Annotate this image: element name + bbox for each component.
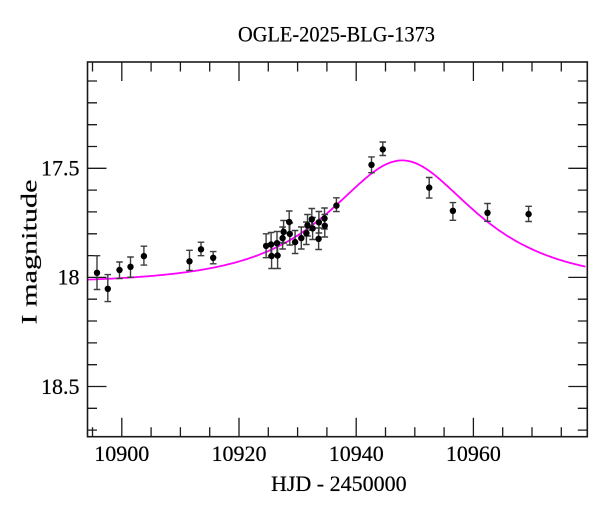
svg-text:10900: 10900 — [94, 441, 149, 466]
svg-text:10920: 10920 — [212, 441, 267, 466]
svg-text:10960: 10960 — [446, 441, 501, 466]
svg-text:OGLE-2025-BLG-1373: OGLE-2025-BLG-1373 — [238, 22, 435, 47]
svg-text:I magnitude: I magnitude — [17, 180, 42, 325]
svg-text:18: 18 — [58, 265, 80, 290]
svg-text:HJD - 2450000: HJD - 2450000 — [271, 471, 407, 496]
svg-text:17.5: 17.5 — [41, 156, 80, 181]
svg-text:18.5: 18.5 — [41, 374, 80, 399]
svg-text:10940: 10940 — [329, 441, 384, 466]
